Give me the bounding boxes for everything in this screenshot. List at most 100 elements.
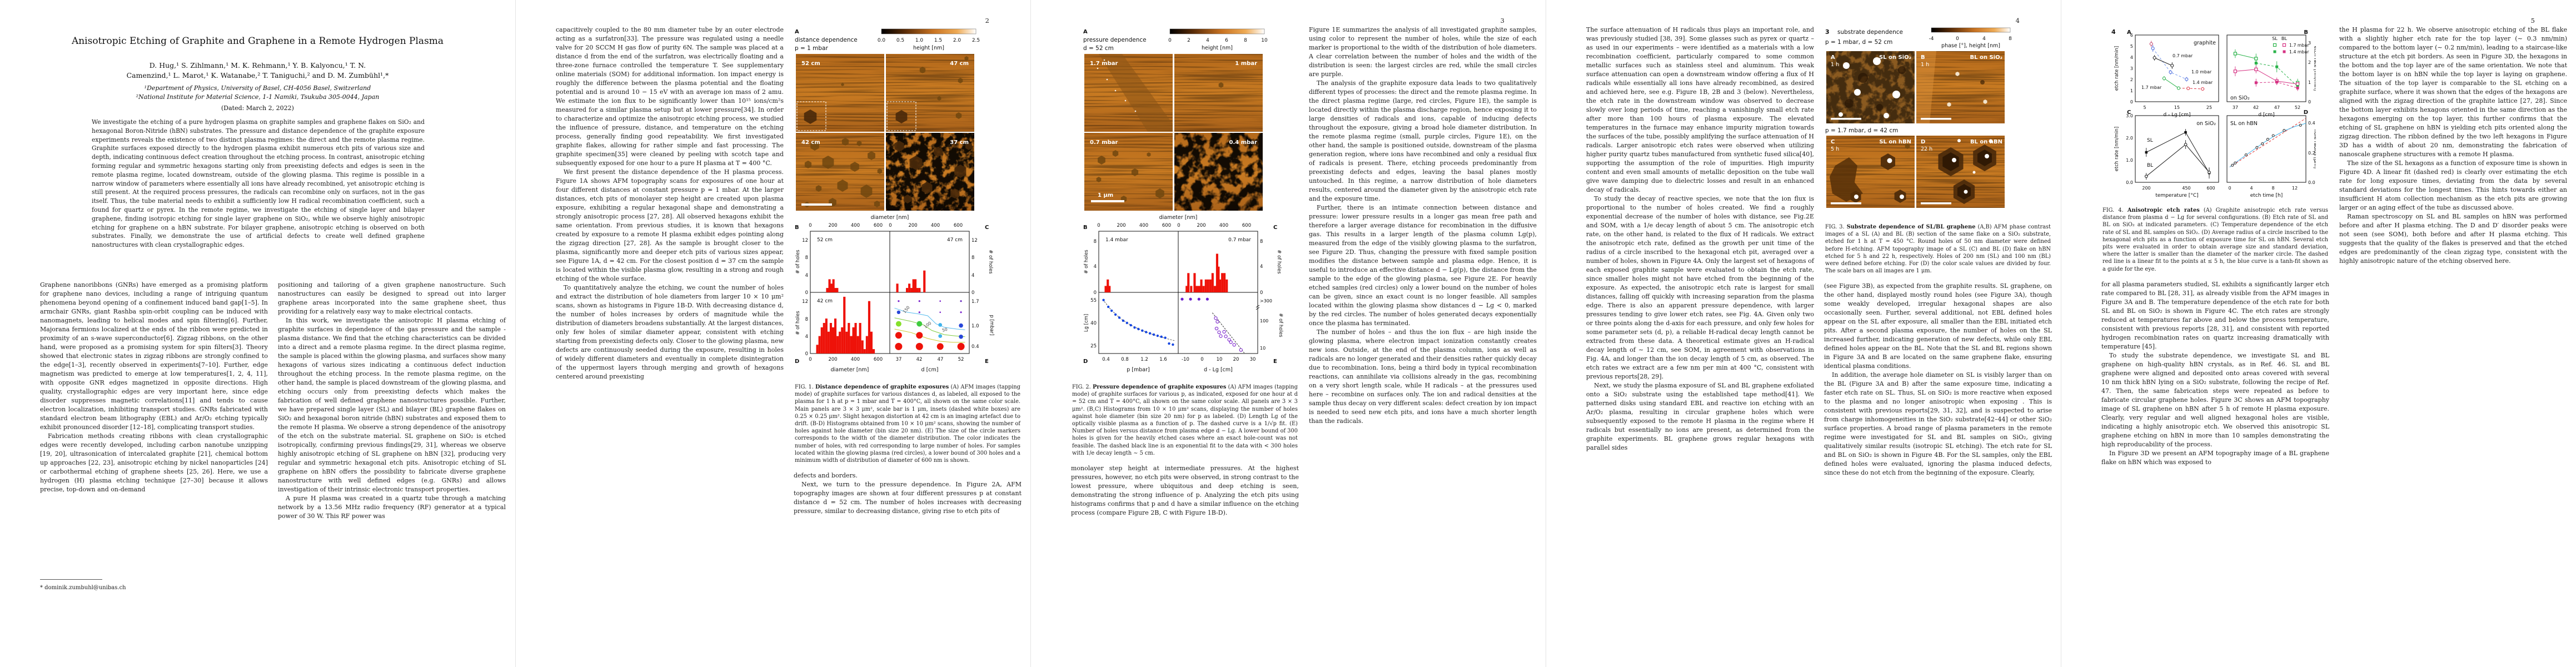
fig3-scale-bar bbox=[1921, 118, 1951, 120]
svg-text:0: 0 bbox=[1200, 357, 1203, 362]
page-2: 2 capacitively coupled to the 80 mm diam… bbox=[515, 0, 1030, 667]
fig3-scale-bar bbox=[1831, 118, 1861, 120]
svg-text:42: 42 bbox=[2253, 105, 2259, 110]
svg-text:30: 30 bbox=[1250, 357, 1256, 362]
svg-text:# of holes: # of holes bbox=[795, 311, 801, 335]
svg-text:2: 2 bbox=[2308, 60, 2311, 65]
footnote: * dominik.zumbuhl@unibas.ch bbox=[40, 579, 268, 591]
svg-text:2.0: 2.0 bbox=[953, 38, 961, 43]
fig1-afm-images bbox=[796, 54, 974, 211]
svg-text:47: 47 bbox=[938, 357, 944, 362]
svg-text:1.7 mbar: 1.7 mbar bbox=[1090, 61, 1118, 67]
page-number: 2 bbox=[985, 17, 989, 24]
fig4-caption-title: Anisotropic etch rates bbox=[2127, 207, 2200, 213]
hole-marker bbox=[1955, 72, 1960, 76]
dated-line: (Dated: March 2, 2022) bbox=[221, 104, 294, 112]
hexagon-etch-pit bbox=[810, 141, 819, 151]
fig3-decorations bbox=[1838, 57, 1993, 199]
svg-text:40: 40 bbox=[1090, 321, 1097, 326]
svg-text:0.4: 0.4 bbox=[971, 344, 979, 350]
svg-text:400: 400 bbox=[1219, 223, 1228, 228]
hexagon-etch-pit bbox=[894, 141, 904, 152]
svg-text:0: 0 bbox=[1260, 290, 1263, 296]
svg-text:1 h: 1 h bbox=[1831, 62, 1839, 68]
svg-text:4: 4 bbox=[971, 273, 974, 278]
fig2-colorbar bbox=[1169, 28, 1265, 34]
hexagon-etch-pit bbox=[1905, 143, 1910, 149]
svg-text:0: 0 bbox=[1177, 223, 1180, 228]
figure-3-substrate-dependence: 3 substrate dependence p = 1 mbar, d = 52 … bbox=[1825, 27, 2012, 208]
paragraph: for all plasma parameters studied, SL ex… bbox=[2101, 280, 2329, 350]
hexagon-etch-pit bbox=[1155, 188, 1164, 198]
svg-text:B: B bbox=[1083, 225, 1088, 231]
hexagon-etch-pit bbox=[1131, 168, 1139, 176]
paragraph: In addition, the average hole diameter o… bbox=[1824, 371, 2052, 477]
footnote-email: * dominik.zumbuhl@unibas.ch bbox=[40, 585, 126, 591]
hexagon-etch-pit bbox=[955, 112, 962, 119]
svg-text:1: 1 bbox=[2130, 88, 2133, 93]
svg-text:52 cm: 52 cm bbox=[801, 61, 820, 67]
paragraph: To study the substrate dependence, we in… bbox=[2101, 351, 2329, 448]
svg-text:D: D bbox=[1921, 139, 1925, 145]
svg-text:E: E bbox=[985, 359, 989, 365]
fig1-histogram-52cm bbox=[826, 279, 839, 292]
svg-text:1.7 mbar: 1.7 mbar bbox=[2141, 85, 2162, 90]
svg-text:1.4 mbar: 1.4 mbar bbox=[2193, 80, 2213, 85]
svg-text:# of holes: # of holes bbox=[795, 250, 801, 274]
fig1-panel-E-scatter bbox=[894, 300, 965, 350]
svg-text:SL on hBN: SL on hBN bbox=[2230, 121, 2258, 127]
svg-text:6: 6 bbox=[2130, 33, 2133, 38]
affiliation-1: ¹Department of Physics, University of Ba… bbox=[144, 84, 371, 92]
svg-text:52: 52 bbox=[2295, 105, 2300, 110]
hexagon-etch-pit bbox=[958, 78, 963, 83]
svg-text:p [mbar]: p [mbar] bbox=[1127, 367, 1149, 373]
paragraph: the H plasma for 22 h. We observe anisot… bbox=[2339, 26, 2567, 158]
paragraph: The surface attenuation of H radicals th… bbox=[1586, 26, 1814, 193]
svg-text:diameter [nm]: diameter [nm] bbox=[831, 367, 869, 373]
svg-text:600: 600 bbox=[874, 357, 883, 362]
paragraph: Further, there is an intimate connection… bbox=[1309, 204, 1537, 327]
svg-text:8: 8 bbox=[971, 255, 974, 261]
hexagon-etch-pit bbox=[1112, 150, 1119, 157]
fig2-scale-bar bbox=[1091, 200, 1124, 202]
svg-text:12: 12 bbox=[971, 238, 978, 243]
page5-column-right: the H plasma for 22 h. We observe anisot… bbox=[2339, 26, 2567, 266]
svg-text:1.2: 1.2 bbox=[1140, 357, 1148, 362]
svg-text:200: 200 bbox=[1117, 223, 1125, 228]
hexagon-etch-pit bbox=[860, 185, 873, 198]
svg-text:6: 6 bbox=[1225, 38, 1228, 43]
svg-text:5: 5 bbox=[2143, 105, 2146, 110]
svg-text:BL on hBN: BL on hBN bbox=[1970, 139, 2002, 145]
fig2-histogram-1p4mbar bbox=[1104, 279, 1111, 292]
svg-text:1.0 mbar: 1.0 mbar bbox=[2191, 69, 2212, 74]
svg-text:400: 400 bbox=[1139, 223, 1148, 228]
fig1-inset-box bbox=[886, 101, 916, 131]
figure-4-etch-rates: 4 A B C D 6 5 4 3 2 1 0 etch rate [nm/min] 5 15 25 d - L… bbox=[2111, 28, 2316, 198]
svg-text:52 cm: 52 cm bbox=[817, 237, 833, 243]
svg-text:450: 450 bbox=[2182, 186, 2190, 191]
hexagon-etch-pit bbox=[815, 185, 822, 192]
svg-text:height [nm]: height [nm] bbox=[913, 45, 944, 51]
fig3-caption: FIG. 3. Substrate dependence of SL/BL gr… bbox=[1825, 223, 2051, 275]
svg-text:22 h: 22 h bbox=[1921, 146, 1932, 152]
fig3-caption-title: Substrate dependence of SL/BL graphene bbox=[1846, 224, 1976, 230]
svg-text:4: 4 bbox=[1260, 264, 1263, 270]
svg-text:B: B bbox=[1921, 54, 1925, 61]
svg-text:10: 10 bbox=[1260, 346, 1265, 351]
svg-text:D: D bbox=[2304, 109, 2308, 116]
svg-text:C: C bbox=[985, 225, 989, 231]
hexagon-etch-pit bbox=[1147, 152, 1151, 157]
svg-text:SL on SiO₂: SL on SiO₂ bbox=[1879, 54, 1911, 61]
svg-text:d [cm]: d [cm] bbox=[2258, 112, 2274, 118]
svg-text:0.8: 0.8 bbox=[1121, 357, 1129, 362]
fig2-panel-D-plasma-length bbox=[1102, 298, 1175, 346]
svg-text:C: C bbox=[1831, 139, 1835, 145]
svg-text:0: 0 bbox=[1097, 223, 1100, 228]
fig1-caption-tag: FIG. 1. bbox=[795, 384, 814, 390]
svg-text:8: 8 bbox=[1244, 38, 1247, 43]
svg-text:0: 0 bbox=[971, 290, 974, 296]
svg-text:4: 4 bbox=[1982, 36, 1986, 42]
hexagon-etch-pit bbox=[1218, 82, 1224, 88]
fig2-caption-tag: FIG. 2. bbox=[1072, 384, 1091, 390]
